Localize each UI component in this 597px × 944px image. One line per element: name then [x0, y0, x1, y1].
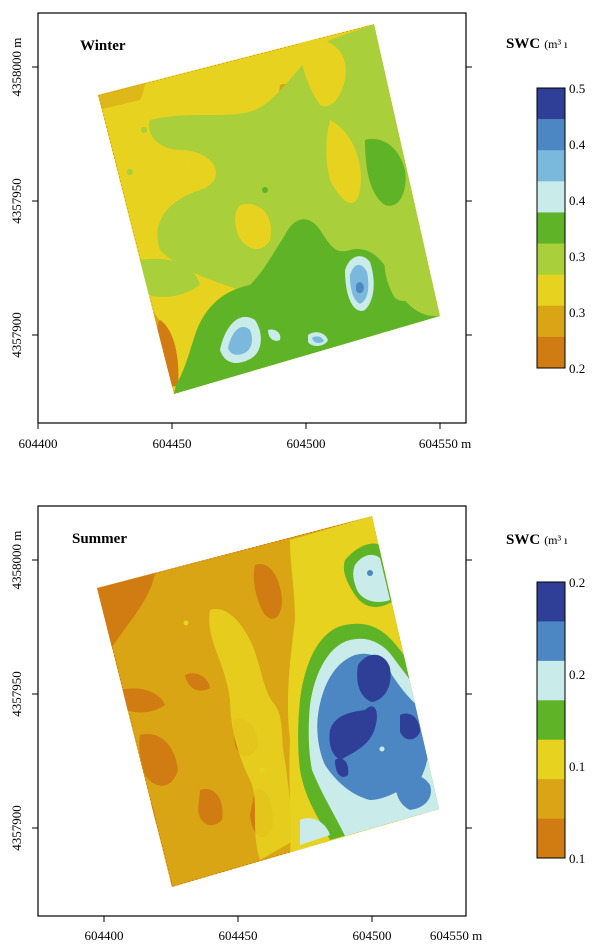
summer-spot [183, 620, 189, 626]
winter-spot [375, 105, 381, 111]
winter-y-tick-label: 4358000 m [9, 38, 24, 97]
winter-region-wet [268, 329, 281, 341]
winter-legend: 0.5 0.4 0.4 0.3 0.3 0.2 [536, 81, 586, 376]
winter-y-tick-label: 4357950 [9, 178, 24, 224]
legend-color-swatch [537, 621, 565, 662]
summer-region-mid [209, 609, 295, 860]
summer-legend-title: SWC (m³ ı [506, 532, 568, 548]
winter-region-high [365, 139, 406, 206]
legend-color-swatch [537, 181, 565, 213]
summer-region-wettest [357, 654, 391, 702]
legend-tick-label: 0.4 [569, 193, 586, 208]
summer-x-tick-label: 604450 [219, 928, 258, 943]
winter-panel: 604400 604450 604500 604550 m 4358000 m … [9, 12, 586, 451]
summer-region-low [198, 789, 223, 826]
summer-region-wettest [329, 706, 377, 760]
summer-region-low [150, 873, 172, 887]
summer-plot-frame [37, 505, 467, 917]
summer-region-low [139, 734, 178, 786]
summer-spot [379, 746, 385, 752]
summer-panel-label: Summer [72, 531, 127, 547]
winter-region-mid [326, 120, 361, 204]
legend-tick-label: 0.2 [569, 667, 585, 682]
winter-spot [184, 158, 192, 166]
summer-region-low [185, 673, 210, 691]
summer-y-tick-label: 4357900 [9, 805, 24, 851]
legend-color-swatch [537, 305, 565, 338]
winter-region-low [157, 320, 179, 387]
legend-color-swatch [537, 660, 565, 701]
summer-region-wet [353, 554, 390, 602]
legend-tick-label: 0.4 [569, 137, 586, 152]
winter-region-wet [356, 282, 364, 294]
summer-ticks [32, 559, 472, 922]
legend-frame [536, 87, 566, 369]
winter-panel-label: Winter [80, 38, 126, 54]
summer-x-tick-label: 604500 [353, 928, 392, 943]
legend-color-swatch [537, 274, 565, 307]
legend-tick-label: 0.3 [569, 305, 585, 320]
winter-x-tick-label: 604500 [287, 436, 326, 451]
winter-spot [127, 169, 133, 175]
winter-spot [262, 187, 268, 193]
winter-region-wet [312, 336, 324, 343]
legend-tick-label: 0.5 [569, 81, 585, 96]
legend-color-swatch [537, 336, 565, 369]
winter-spot [141, 127, 147, 133]
summer-spot [367, 570, 373, 576]
summer-region-low [253, 564, 282, 619]
legend-color-swatch [537, 779, 565, 819]
summer-legend: 0.2 0.2 0.1 0.1 [536, 575, 585, 866]
summer-x-tick-label: 604550 m [430, 928, 482, 943]
winter-region-mid [140, 258, 200, 297]
winter-region-mid [300, 39, 346, 107]
legend-color-swatch [537, 739, 565, 780]
winter-map [98, 24, 440, 394]
summer-panel: 604400 604450 604500 604550 m 4358000 m … [9, 505, 585, 943]
summer-region-wettest [400, 713, 420, 740]
legend-color-swatch [537, 212, 565, 244]
summer-region-low [118, 688, 165, 713]
summer-y-tick-label: 4358000 m [9, 531, 24, 590]
summer-region-wet [300, 818, 330, 845]
legend-tick-label: 0.1 [569, 851, 585, 866]
winter-x-tick-label: 604550 m [419, 436, 471, 451]
summer-region-wetter [395, 775, 431, 810]
legend-frame [536, 581, 566, 859]
summer-spot [259, 767, 265, 773]
summer-region-wettest [335, 758, 349, 777]
legend-color-swatch [537, 243, 565, 275]
winter-x-tick-label: 604400 [19, 436, 58, 451]
winter-y-tick-label: 4357900 [9, 312, 24, 358]
legend-tick-label: 0.2 [569, 575, 585, 590]
legend-color-swatch [537, 700, 565, 741]
winter-region-mid [384, 254, 415, 302]
winter-plot-frame [37, 12, 467, 424]
summer-y-tick-label: 4357950 [9, 671, 24, 717]
winter-region-wet [228, 326, 253, 355]
winter-region-mid [235, 204, 271, 250]
legend-color-swatch [537, 150, 565, 182]
summer-region-low [97, 573, 155, 650]
summer-map [97, 516, 439, 887]
legend-color-swatch [537, 582, 565, 622]
summer-x-tick-label: 604400 [85, 928, 124, 943]
winter-legend-title: SWC (m³ ı [506, 36, 568, 52]
legend-color-swatch [537, 88, 565, 120]
legend-color-swatch [537, 119, 565, 151]
legend-tick-label: 0.1 [569, 759, 585, 774]
winter-x-tick-label: 604450 [153, 436, 192, 451]
winter-ticks [32, 66, 472, 429]
legend-tick-label: 0.3 [569, 249, 585, 264]
legend-tick-label: 0.2 [569, 361, 585, 376]
legend-color-swatch [537, 818, 565, 859]
